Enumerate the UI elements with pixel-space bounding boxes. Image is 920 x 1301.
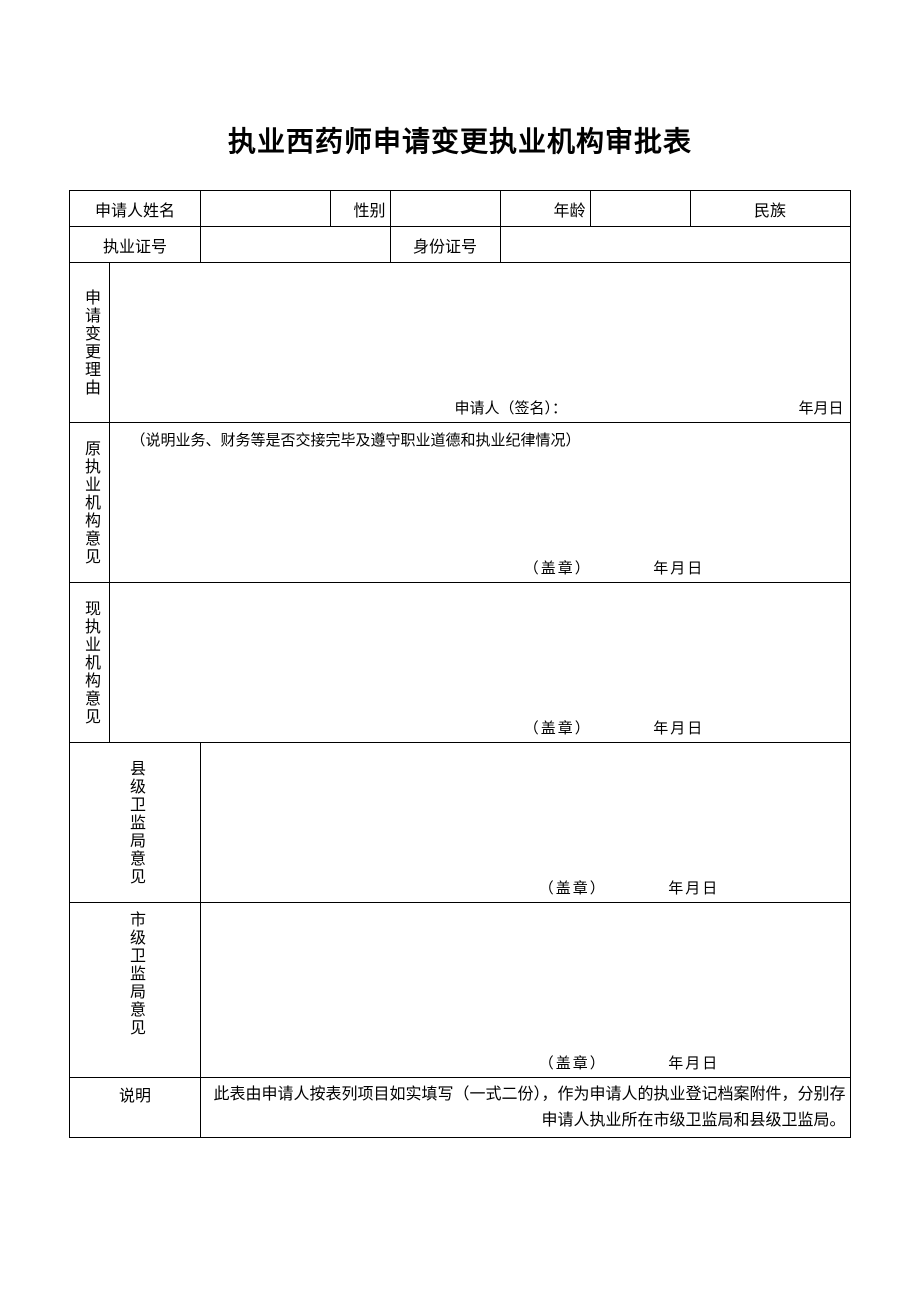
original-org-content: （说明业务、财务等是否交接完毕及遵守职业道德和执业纪律情况） （盖章） 年月日 [110, 423, 850, 583]
county-content: （盖章） 年月日 [200, 743, 850, 903]
city-label: 市级卫监局意见 [70, 903, 200, 1078]
applicant-name-value [200, 191, 330, 227]
original-org-date: 年月日 [653, 561, 704, 577]
county-stamp: （盖章） [539, 881, 607, 897]
gender-value [390, 191, 500, 227]
license-label: 执业证号 [70, 227, 200, 263]
ethnicity-label: 民族 [690, 191, 850, 227]
current-org-date: 年月日 [653, 721, 704, 737]
original-org-stamp: （盖章） [524, 561, 592, 577]
gender-label: 性别 [330, 191, 390, 227]
county-label: 县级卫监局意见 [70, 743, 200, 903]
approval-form-table: 申请人姓名 性别 年龄 民族 执业证号 身份证号 申请变更理由 申请人（签名）：… [69, 190, 850, 1138]
city-content: （盖章） 年月日 [200, 903, 850, 1078]
page-title: 执业西药师申请变更执业机构审批表 [0, 0, 920, 190]
original-org-label: 原执业机构意见 [70, 423, 110, 583]
county-date: 年月日 [668, 881, 719, 897]
city-stamp: （盖章） [539, 1056, 607, 1072]
reason-content: 申请人（签名）： 年月日 [110, 263, 850, 423]
applicant-name-label: 申请人姓名 [70, 191, 200, 227]
description-text: 此表由申请人按表列项目如实填写（一式二份），作为申请人的执业登记档案附件，分别存… [200, 1078, 850, 1138]
id-value [500, 227, 850, 263]
current-org-label: 现执业机构意见 [70, 583, 110, 743]
signature-date: 年月日 [798, 397, 843, 418]
city-date: 年月日 [668, 1056, 719, 1072]
current-org-content: （盖章） 年月日 [110, 583, 850, 743]
current-org-stamp: （盖章） [524, 721, 592, 737]
age-value [590, 191, 690, 227]
id-label: 身份证号 [390, 227, 500, 263]
signature-label: 申请人（签名）： [454, 397, 567, 418]
description-label: 说明 [70, 1078, 200, 1138]
reason-label: 申请变更理由 [70, 263, 110, 423]
license-value [200, 227, 390, 263]
age-label: 年龄 [500, 191, 590, 227]
original-org-note: （说明业务、财务等是否交接完毕及遵守职业道德和执业纪律情况） [130, 429, 580, 450]
